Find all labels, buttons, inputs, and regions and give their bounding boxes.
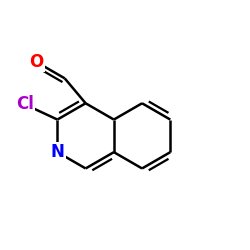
Text: O: O [29,53,43,71]
Text: Cl: Cl [16,96,34,114]
Text: N: N [50,143,64,161]
